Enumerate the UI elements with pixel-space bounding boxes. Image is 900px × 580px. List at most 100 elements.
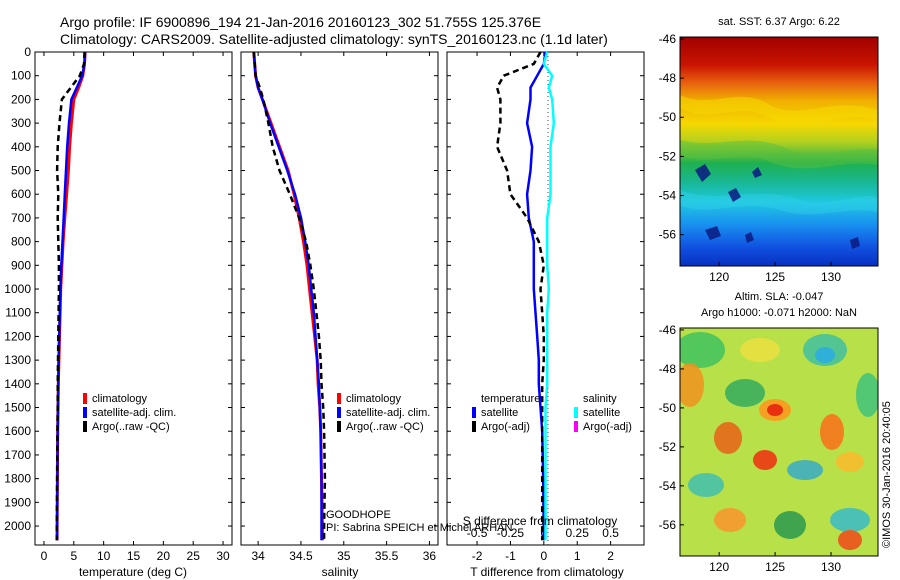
sst-map: sat. SST: 6.37 Argo: 6.22 120 125 130 -46 -4…	[659, 16, 879, 284]
legend-salinity-heading: salinity	[583, 393, 617, 405]
x-tick-label: 30	[216, 549, 230, 563]
sla-patch	[820, 414, 844, 450]
map-x-tick-label: 130	[821, 270, 841, 284]
x-tick-label: 35.5	[375, 549, 399, 563]
program-label: GOODHOPE	[326, 509, 391, 521]
depth-tick-label: 500	[11, 164, 31, 178]
sst-front-cyan	[680, 190, 878, 215]
sla-patch	[725, 379, 765, 407]
sla-patch	[688, 473, 724, 497]
x-tick-label: 2	[607, 549, 614, 563]
s-tick-label: 0.5	[602, 526, 619, 540]
depth-axis: 0 100 200 300 400 500 600 700 800 900 1000 1100 1200…	[4, 45, 232, 533]
sla-patch	[774, 511, 806, 539]
depth-tick-label: 400	[11, 140, 31, 154]
sla-patch	[714, 508, 746, 532]
legend-sal-satellite: satellite	[583, 407, 620, 419]
depth-tick-label: 0	[24, 45, 31, 59]
pi-label: PI: Sabrina SPEICH et Michel ARHAN	[326, 522, 513, 534]
salinity-x-axis: 34 34.5 35 35.5 36	[251, 52, 436, 563]
series-line-argo-raw-qc	[55, 51, 86, 541]
x-tick-label: 20	[157, 549, 171, 563]
temperature-x-axis: 0 5 10 15 20 25 30	[41, 52, 230, 563]
x-tick-label: 1	[574, 549, 581, 563]
map-x-tick-label: 125	[765, 270, 785, 284]
depth-tick-label: 1200	[4, 329, 31, 343]
sla-patch	[680, 363, 704, 407]
salinity-xlabel: salinity	[322, 565, 359, 579]
salinity-panel: 34 34.5 35 35.5 36 salinity climatology sate…	[240, 51, 513, 579]
s-tick-label: 0.25	[566, 526, 590, 540]
depth-tick-label: 700	[11, 211, 31, 225]
sla-patch	[753, 450, 777, 470]
x-tick-label: 36	[423, 549, 437, 563]
map-y-tick-label: -52	[659, 149, 677, 163]
legend-swatch-climatology	[337, 393, 341, 404]
series-line-temperature-satellite	[525, 51, 547, 541]
difference-depth-ticks	[447, 51, 644, 527]
series-line-salinity-satellite	[542, 51, 556, 541]
series-line-satellite-adj-clim	[252, 51, 323, 541]
legend-argo-raw: Argo(..raw -QC)	[346, 421, 424, 433]
difference-legend: temperature salinity satellite Argo(-adj…	[472, 393, 632, 433]
x-tick-label: -2	[472, 549, 483, 563]
difference-series	[495, 51, 556, 541]
legend-swatch-argo-raw	[337, 421, 341, 432]
sst-map-title: sat. SST: 6.37 Argo: 6.22	[718, 16, 840, 28]
temperature-axes-frame	[34, 51, 233, 546]
map-y-tick-label: -50	[659, 110, 677, 124]
sla-map-frame	[679, 327, 879, 557]
sla-patch	[767, 404, 783, 416]
legend-satellite-adj: satellite-adj. clim.	[92, 407, 176, 419]
s-tick-label: -0.25	[497, 526, 525, 540]
depth-tick-label: 2000	[4, 519, 31, 533]
map-y-tick-label: -50	[659, 401, 677, 415]
legend-swatch-sal-argo	[574, 421, 578, 432]
map-y-tick-label: -48	[659, 71, 677, 85]
x-tick-label: -1	[505, 549, 516, 563]
depth-tick-label: 1700	[4, 448, 31, 462]
depth-tick-label: 300	[11, 116, 31, 130]
s-difference-xlabel: S difference from climatology	[463, 514, 618, 528]
sst-map-ticks: 120 125 130 -46 -48 -50 -52 -54 -56	[659, 32, 842, 284]
depth-tick-label: 1100	[5, 306, 31, 320]
legend-argo-raw: Argo(..raw -QC)	[92, 421, 170, 433]
map-y-tick-label: -48	[659, 362, 677, 376]
x-tick-label: 10	[97, 549, 111, 563]
x-tick-label: 0	[41, 549, 48, 563]
legend-swatch-satellite-adj	[83, 407, 87, 418]
x-tick-label: 35	[337, 549, 351, 563]
x-tick-label: 5	[70, 549, 77, 563]
sst-front-green	[680, 140, 878, 169]
difference-panel: -2 -1 0 1 2 -0.5 -0.25 0 0.25 0.5 T difference f…	[446, 51, 645, 579]
salinity-legend: climatology satellite-adj. clim. Argo(..…	[337, 393, 430, 433]
legend-temp-satellite: satellite	[481, 407, 518, 419]
legend-temp-argo: Argo(-adj)	[481, 421, 530, 433]
map-x-tick-label: 120	[709, 270, 729, 284]
depth-tick-label: 1600	[4, 424, 31, 438]
sla-patch	[815, 347, 835, 363]
sla-patch	[836, 452, 864, 472]
legend-swatch-argo-raw	[83, 421, 87, 432]
map-y-tick-label: -56	[659, 518, 677, 532]
legend-satellite-adj: satellite-adj. clim.	[346, 407, 430, 419]
legend-temperature-heading: temperature	[481, 393, 540, 405]
depth-tick-label: 1800	[4, 472, 31, 486]
credit-text: ©IMOS 30-Jan-2016 20:40:05	[881, 401, 893, 548]
legend-climatology: climatology	[346, 393, 402, 405]
salinity-axes-frame	[240, 51, 439, 546]
depth-tick-label: 900	[11, 258, 31, 272]
t-difference-xlabel: T difference from climatology	[470, 565, 624, 579]
x-tick-label: 34	[251, 549, 265, 563]
depth-tick-label: 200	[11, 92, 31, 106]
salinity-depth-ticks	[241, 51, 438, 527]
sla-patch	[740, 338, 780, 362]
s-tick-label: -0.5	[467, 526, 488, 540]
t-difference-x-axis: -2 -1 0 1 2	[472, 52, 614, 563]
map-y-tick-label: -54	[659, 479, 677, 493]
temperature-panel: 0100200300400500600700800900100011001200…	[4, 45, 233, 579]
depth-tick-label: 600	[11, 187, 31, 201]
depth-tick-label: 1900	[4, 495, 31, 509]
sla-patch	[680, 332, 725, 368]
